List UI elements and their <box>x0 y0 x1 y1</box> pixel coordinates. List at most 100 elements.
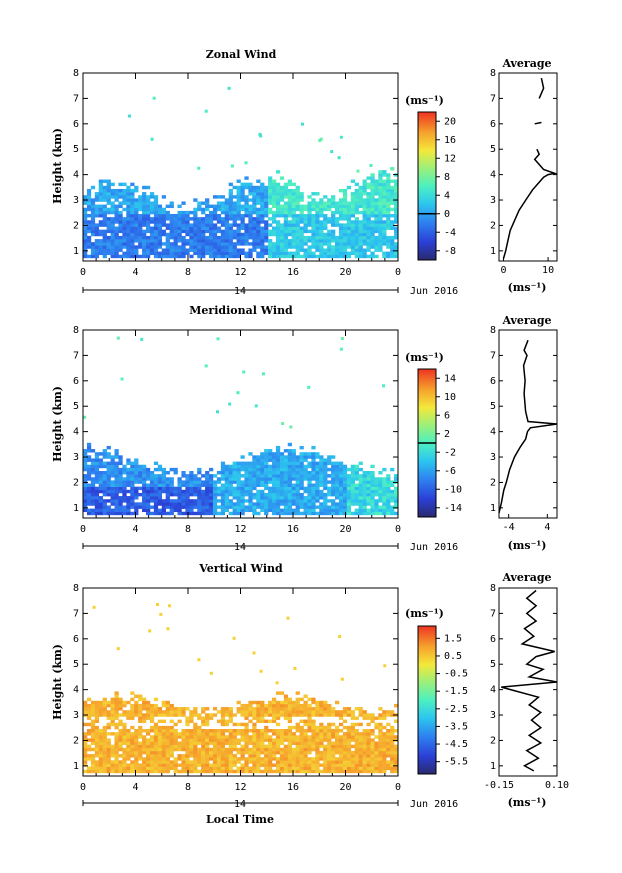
heatmap-cell <box>275 710 281 714</box>
heatmap-cell <box>248 198 253 202</box>
heatmap-cell <box>181 242 186 246</box>
heatmap-cell <box>335 248 340 252</box>
heatmap-cell <box>386 477 391 481</box>
heatmap-cell <box>366 486 371 491</box>
average-title: Average <box>501 571 551 584</box>
x-tick-label: 12 <box>234 782 246 793</box>
heatmap-cell <box>358 754 363 758</box>
heatmap-cell <box>140 337 144 341</box>
heatmap-cell <box>283 242 289 246</box>
heatmap-cell <box>252 467 257 472</box>
heatmap-cell <box>106 185 111 190</box>
heatmap-cell <box>205 489 210 494</box>
heatmap-cell <box>287 710 292 714</box>
heatmap-cell <box>193 245 198 249</box>
heatmap-cell <box>169 703 174 708</box>
heatmap-cell <box>232 204 237 209</box>
heatmap-cell <box>390 766 395 771</box>
heatmap-cell <box>201 489 206 494</box>
heatmap-cell <box>244 716 249 720</box>
heatmap-cell <box>327 251 332 256</box>
heatmap-cell <box>94 471 100 475</box>
heatmap-cell <box>378 173 383 177</box>
heatmap-cell <box>374 223 379 227</box>
heatmap-cell <box>252 716 257 720</box>
heatmap-cell <box>335 471 340 475</box>
heatmap-cell <box>149 245 155 249</box>
heatmap-cells <box>83 602 399 774</box>
heatmap-cell <box>378 722 383 727</box>
heatmap-cell <box>315 461 320 466</box>
heatmap-cell <box>130 464 135 469</box>
heatmap-cell <box>291 226 296 230</box>
heatmap-cell <box>252 455 257 459</box>
heatmap-cell <box>212 195 218 199</box>
heatmap-cell <box>370 483 375 487</box>
heatmap-cell <box>177 710 182 714</box>
heatmap-cell <box>394 242 399 246</box>
heatmap-cell <box>378 204 383 209</box>
heatmap-cell <box>146 760 151 764</box>
heatmap-cell <box>228 757 233 761</box>
heatmap-cell <box>354 467 359 472</box>
heatmap-cell <box>338 198 344 202</box>
heatmap-cell <box>291 508 296 513</box>
heatmap-cell <box>279 455 285 459</box>
heatmap-cell <box>366 214 371 218</box>
heatmap-cell <box>236 232 241 237</box>
heatmap-cell <box>264 496 269 500</box>
heatmap-cell <box>346 741 352 745</box>
heatmap-cell <box>295 242 300 246</box>
heatmap-cell <box>327 198 332 202</box>
heatmap-cell <box>370 760 375 764</box>
heatmap-cell <box>157 474 163 478</box>
heatmap-cell <box>102 204 107 209</box>
heatmap-cell <box>134 694 139 698</box>
heatmap-cell <box>205 248 210 252</box>
heatmap-cell <box>212 511 218 516</box>
heatmap-cell <box>382 738 387 742</box>
heatmap-cell <box>319 229 324 234</box>
heatmap-cell <box>327 505 332 509</box>
heatmap-cell <box>248 480 253 484</box>
heatmap-cell <box>307 217 312 221</box>
heatmap-cell <box>370 176 375 180</box>
heatmap-cell <box>83 235 88 240</box>
heatmap-cell <box>338 763 344 767</box>
heatmap-cell <box>142 229 147 234</box>
heatmap-cell <box>193 747 198 752</box>
heatmap-cell <box>185 750 190 755</box>
heatmap-cell <box>209 217 214 221</box>
heatmap-cell <box>342 198 348 202</box>
heatmap-cell <box>83 477 88 481</box>
heatmap-cell <box>110 235 115 240</box>
heatmap-cell <box>390 167 395 171</box>
heatmap-cell <box>299 214 304 218</box>
heatmap-cell <box>83 251 88 256</box>
heatmap-cell <box>337 156 341 160</box>
heatmap-cell <box>130 511 135 516</box>
heatmap-cell <box>335 254 340 259</box>
heatmap-cell <box>272 464 277 469</box>
heatmap-cell <box>173 732 178 736</box>
heatmap-cell <box>122 254 127 259</box>
average-y-tick-label: 2 <box>490 477 496 488</box>
heatmap-cell <box>338 483 344 487</box>
heatmap-cell <box>390 763 395 767</box>
heatmap-cell <box>319 464 324 469</box>
heatmap-cell <box>299 464 304 469</box>
heatmap-cell <box>236 511 241 516</box>
heatmap-cell <box>185 499 190 503</box>
heatmap-cell <box>323 766 328 771</box>
average-profile-segment <box>538 77 545 99</box>
heatmap-cell <box>275 464 281 469</box>
heatmap-cell <box>390 710 395 714</box>
heatmap-cell <box>338 467 344 472</box>
heatmap-cell <box>338 242 344 246</box>
heatmap-cell <box>173 242 178 246</box>
heatmap-cell <box>240 242 245 246</box>
heatmap-cell <box>102 489 107 494</box>
heatmap-cell <box>374 486 379 491</box>
heatmap-cell <box>307 254 312 259</box>
